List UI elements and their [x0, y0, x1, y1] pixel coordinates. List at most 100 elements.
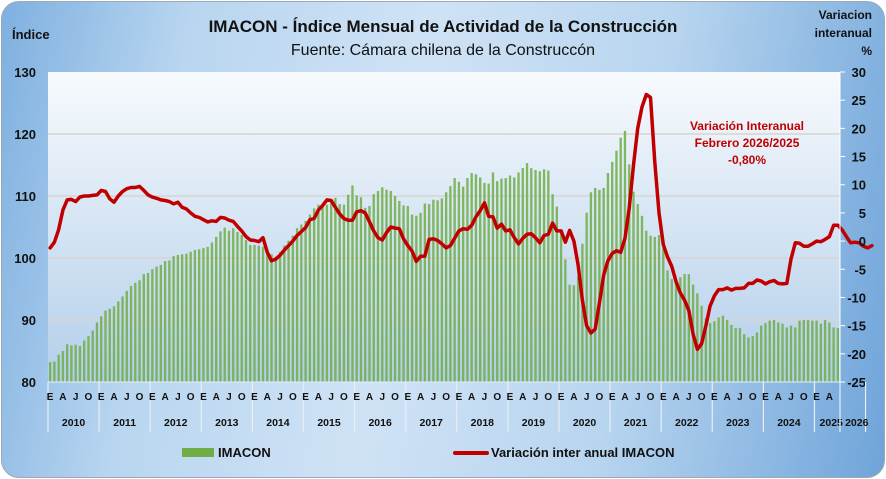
- imacon-bar: [619, 137, 622, 382]
- imacon-bar: [513, 177, 516, 382]
- imacon-bar: [760, 325, 763, 382]
- month-tick-label: E: [711, 392, 718, 403]
- imacon-bar: [151, 269, 154, 382]
- month-tick-label: A: [775, 392, 782, 403]
- imacon-bar: [291, 235, 295, 382]
- month-tick-label: J: [124, 392, 130, 403]
- imacon-bar: [78, 346, 82, 382]
- imacon-bar: [155, 266, 158, 382]
- left-tick-label: 110: [15, 189, 36, 204]
- imacon-bar: [197, 249, 201, 382]
- imacon-bar: [713, 321, 716, 382]
- imacon-bar: [359, 197, 363, 382]
- imacon-bar: [338, 204, 341, 382]
- imacon-bar: [159, 264, 163, 382]
- year-tick-label: 2016: [368, 417, 392, 429]
- month-tick-label: E: [251, 392, 258, 403]
- imacon-bar: [789, 325, 793, 382]
- right-tick-label: 0: [859, 234, 866, 249]
- month-tick-label: O: [340, 392, 348, 403]
- imacon-bar: [53, 361, 56, 382]
- imacon-bar: [283, 245, 286, 382]
- imacon-bar: [389, 191, 392, 382]
- month-tick-label: A: [724, 392, 731, 403]
- month-tick-label: O: [698, 392, 706, 403]
- month-tick-label: O: [749, 392, 757, 403]
- chart-title: IMACON - Índice Mensual de Actividad de …: [208, 17, 678, 36]
- month-tick-label: A: [264, 392, 271, 403]
- imacon-bar: [508, 175, 512, 382]
- year-tick-label: 2010: [62, 417, 86, 429]
- imacon-bar: [819, 323, 823, 382]
- imacon-bar: [398, 200, 401, 382]
- month-tick-label: J: [686, 392, 692, 403]
- legend-line-swatch: [453, 450, 489, 455]
- imacon-bar: [683, 274, 686, 382]
- imacon-bar: [483, 182, 486, 382]
- month-tick-label: J: [431, 392, 437, 403]
- chart-subtitle: Fuente: Cámara chilena de la Construccón: [290, 42, 596, 59]
- month-tick-label: E: [507, 392, 514, 403]
- imacon-bar: [525, 163, 529, 382]
- month-tick-label: O: [85, 392, 93, 403]
- left-tick-label: 130: [14, 65, 36, 80]
- month-tick-label: O: [238, 392, 246, 403]
- imacon-bar: [764, 323, 767, 382]
- imacon-bar: [657, 235, 661, 382]
- imacon-bar: [611, 161, 614, 382]
- month-tick-label: J: [584, 392, 590, 403]
- imacon-bar: [138, 280, 141, 382]
- imacon-bar: [440, 198, 444, 382]
- imacon-bar: [653, 236, 656, 382]
- month-tick-label: J: [533, 392, 539, 403]
- imacon-bar: [534, 169, 537, 382]
- imacon-bar: [606, 173, 610, 382]
- month-tick-label: O: [493, 392, 501, 403]
- imacon-bar: [172, 256, 175, 382]
- month-tick-label: J: [277, 392, 283, 403]
- right-tick-label: 5: [859, 206, 866, 221]
- month-tick-label: A: [570, 392, 577, 403]
- imacon-bar: [666, 270, 669, 382]
- imacon-bar: [589, 192, 593, 382]
- imacon-bar: [811, 320, 814, 382]
- imacon-bar: [649, 235, 652, 382]
- imacon-bar: [372, 194, 375, 382]
- month-tick-label: J: [175, 392, 181, 403]
- left-axis-label: Índice: [12, 27, 50, 42]
- right-tick-label: -15: [847, 319, 866, 334]
- imacon-bar: [717, 317, 720, 382]
- year-tick-label: 2011: [113, 417, 136, 429]
- imacon-bar: [193, 249, 197, 382]
- imacon-bar: [628, 164, 631, 382]
- imacon-bar: [461, 186, 465, 382]
- month-tick-label: E: [762, 392, 769, 403]
- month-tick-label: A: [315, 392, 322, 403]
- imacon-bar: [342, 204, 346, 382]
- imacon-bar: [87, 336, 90, 382]
- imacon-bar: [747, 337, 750, 382]
- imacon-bar: [287, 240, 290, 382]
- imacon-bar: [83, 340, 86, 382]
- imacon-bar: [823, 320, 827, 382]
- imacon-bar: [376, 191, 380, 382]
- year-tick-label: 2021: [624, 417, 648, 429]
- imacon-bar: [517, 172, 520, 382]
- imacon-bar: [364, 207, 367, 382]
- year-tick-label: 2025: [820, 417, 844, 429]
- year-tick-label: 2014: [266, 417, 290, 429]
- imacon-bar: [581, 243, 584, 382]
- month-tick-label: E: [456, 392, 463, 403]
- month-tick-label: O: [391, 392, 399, 403]
- imacon-bar: [347, 194, 350, 382]
- year-tick-label: 2019: [522, 417, 546, 429]
- imacon-bar: [74, 344, 77, 382]
- imacon-bar: [768, 320, 771, 382]
- imacon-bar: [457, 181, 461, 382]
- imacon-bar: [402, 205, 405, 382]
- imacon-bar: [381, 187, 384, 382]
- imacon-bar: [453, 178, 456, 382]
- imacon-bar: [679, 277, 682, 382]
- legend-item-imacon: IMACON: [182, 445, 271, 460]
